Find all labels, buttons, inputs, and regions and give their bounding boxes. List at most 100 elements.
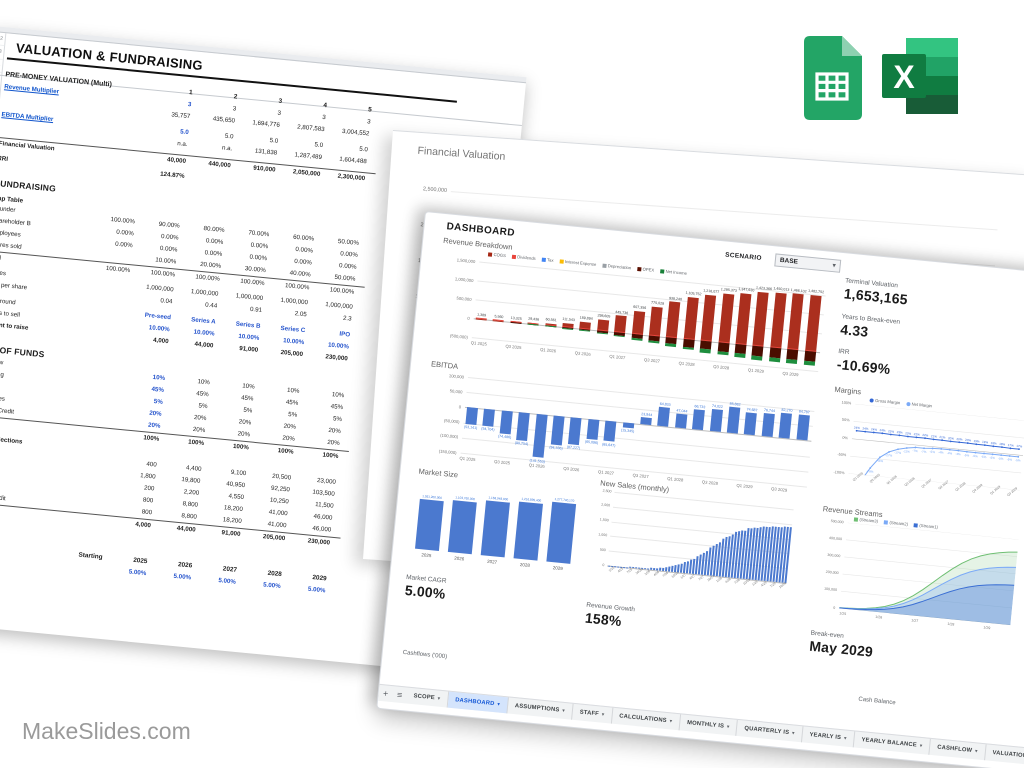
gridline <box>612 506 793 526</box>
legend-label: Dividends <box>517 254 536 262</box>
market-size-chart: Market Size 1,051,200,000 2025 1,103,760,0… <box>407 466 588 584</box>
y-axis-label: 500,000 <box>456 295 472 302</box>
svg-text:-5%: -5% <box>981 455 987 460</box>
bar <box>643 567 646 570</box>
bar-segment-cogs <box>770 292 787 349</box>
chart-plot: (53,141) (54,704) (74,486) (90,754) (141,553… <box>459 376 815 493</box>
sheet-tab-scope[interactable]: SCOPE ▾ <box>405 687 449 708</box>
svg-text:-17%: -17% <box>894 450 902 455</box>
sheet-tab-dashboard[interactable]: DASHBOARD ▾ <box>447 691 509 714</box>
y-axis-label: 50% <box>841 417 850 423</box>
y-axis-label: 2,500,000 <box>422 186 448 194</box>
legend-label: Depreciation <box>607 263 632 271</box>
tab-label: ASSUMPTIONS <box>514 703 560 714</box>
bar <box>649 567 652 570</box>
bar-segment-cogs <box>735 292 752 345</box>
legend-label: Net Margin <box>911 401 933 409</box>
svg-text:22%: 22% <box>914 432 921 437</box>
legend-item: Tax <box>541 257 554 263</box>
x-axis-label: 1/27 <box>911 618 919 624</box>
legend-swatch <box>487 251 493 257</box>
legend-swatch <box>869 397 874 403</box>
x-axis-label: Q1 2028 <box>678 360 695 368</box>
legend-item: COGS <box>487 251 507 259</box>
y-axis-label: 100,000 <box>823 587 838 593</box>
svg-text:17%: 17% <box>1016 444 1023 449</box>
bar <box>550 415 565 446</box>
svg-text:18%: 18% <box>999 442 1006 447</box>
bar <box>415 499 444 551</box>
y-axis-label: 1,500,000 <box>456 256 476 264</box>
svg-text:-5%: -5% <box>972 454 978 459</box>
chevron-down-icon: ▾ <box>974 748 978 754</box>
x-axis-label: Q3 2028 <box>701 479 719 486</box>
excel-icon: X <box>876 36 964 123</box>
kpi-break-even: Break-even May 2029 <box>809 630 875 660</box>
revenue-streams-chart: Revenue Streams (Stream3) (Stream2) (Strea… <box>809 504 1024 645</box>
svg-text:24%: 24% <box>862 426 869 431</box>
y-axis-label: 0 <box>602 562 605 567</box>
chevron-down-icon: ▾ <box>669 718 673 724</box>
svg-text:18%: 18% <box>990 441 997 446</box>
x-axis-label: 2027 <box>486 558 498 565</box>
tab-label: SCOPE <box>413 693 436 702</box>
sheet-tab-quarterly-is[interactable]: QUARTERLY IS ▾ <box>736 719 804 743</box>
gridline <box>471 337 819 373</box>
y-axis-label: (500,000) <box>449 332 469 340</box>
bar <box>499 410 513 435</box>
legend-item: Gross Margin <box>869 397 900 405</box>
sheet-tab-calculations[interactable]: CALCULATIONS ▾ <box>611 707 681 731</box>
bar-segment-cogs <box>683 297 699 340</box>
kpi-terminal-valuation: Terminal Valuation 1,653,165 <box>843 277 909 307</box>
svg-text:23%: 23% <box>888 429 895 434</box>
scenario-value: BASE <box>779 256 799 266</box>
sheet-tab-staff[interactable]: STAFF ▾ <box>571 703 614 724</box>
svg-text:17%: 17% <box>1008 443 1015 448</box>
kpi-years-to-break-even: Years to Break-even 4.33 <box>840 313 901 343</box>
y-axis-label: 500 <box>599 547 606 552</box>
bar-segment-net-income <box>716 351 729 356</box>
sheet-tab-yearly-balance[interactable]: YEARLY BALANCE ▾ <box>853 731 932 755</box>
bar <box>622 566 625 568</box>
cell <box>275 180 321 196</box>
y-axis-label: (100,000) <box>439 432 459 440</box>
bar <box>586 419 600 441</box>
chart-plot: 24% 24% 24% 24% 23% 23% 22% 22% 22% 21% 21% 20% 20% 2… <box>848 403 1024 500</box>
bar-segment-net-income <box>562 327 574 330</box>
bar-segment-cogs <box>804 294 822 352</box>
tab-label: YEARLY IS <box>809 732 842 742</box>
legend-item: Depreciation <box>602 263 632 271</box>
legend-label: COGS <box>493 251 507 259</box>
legend-label: Interest Expense <box>564 258 597 267</box>
margins-chart: Margins Gross Margin Net Margin 24% 24% 24%… <box>821 385 1024 522</box>
sheet-tab-valuation[interactable]: VALUATION▾ <box>984 744 1024 766</box>
cell: 40,000 <box>166 156 187 166</box>
svg-text:24%: 24% <box>854 425 861 430</box>
y-axis-label: 50,000 <box>449 387 463 395</box>
legend-swatch <box>559 258 564 264</box>
cell: 440,000 <box>208 160 232 170</box>
legend-swatch <box>913 522 919 528</box>
x-axis-label: 2029 <box>552 565 564 572</box>
svg-text:-27%: -27% <box>885 453 893 458</box>
sheet-tab-assumptions[interactable]: ASSUMPTIONS ▾ <box>507 697 574 720</box>
bar-segment-net-income <box>596 332 608 335</box>
x-axis-label: Q1 2029 <box>736 482 753 490</box>
gridline <box>614 491 794 511</box>
bar <box>692 409 706 431</box>
x-axis-label: 1/25 <box>839 611 847 617</box>
legend-swatch <box>602 263 607 268</box>
svg-text:20%: 20% <box>965 438 972 443</box>
legend-swatch <box>853 516 859 522</box>
sheet-tab-cashflow[interactable]: CASHFLOW ▾ <box>929 738 987 761</box>
y-axis-label: 100% <box>841 400 852 406</box>
x-axis-label: Q1 2027 <box>609 353 626 361</box>
x-axis-label: Q3 2028 <box>713 363 730 371</box>
x-axis-label: 1/28 <box>947 621 955 627</box>
sheet-tab-monthly-is[interactable]: MONTHLY IS ▾ <box>679 714 739 736</box>
x-axis-label: Q1 2025 <box>459 455 476 463</box>
bar <box>465 407 478 425</box>
row-number: 4 <box>0 58 3 73</box>
sheet-tab-yearly-is[interactable]: YEARLY IS ▾ <box>801 726 856 748</box>
svg-text:24%: 24% <box>879 428 886 433</box>
